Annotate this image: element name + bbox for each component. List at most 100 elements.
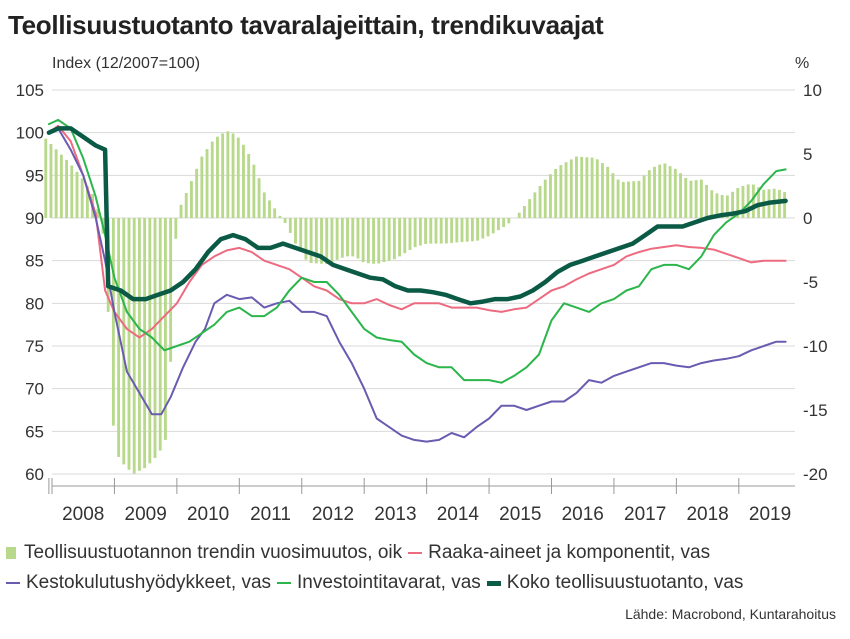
bar xyxy=(450,218,454,243)
bar xyxy=(606,166,610,218)
bar xyxy=(694,180,698,218)
bar xyxy=(699,179,703,218)
bar xyxy=(148,218,152,464)
bar xyxy=(257,178,261,218)
bar xyxy=(455,218,459,243)
bar xyxy=(668,166,672,218)
bar xyxy=(398,218,401,257)
bar xyxy=(543,179,547,218)
bar xyxy=(601,163,604,218)
bar xyxy=(502,218,506,227)
x-tick-label: 2010 xyxy=(187,504,229,525)
right-tick-label: -5 xyxy=(803,273,818,292)
bar xyxy=(283,218,287,223)
bar xyxy=(242,144,245,218)
bar xyxy=(569,159,573,218)
legend-item-bars: Teollisuustuotannon trendin vuosimuutos,… xyxy=(6,542,402,564)
legend: Teollisuustuotannon trendin vuosimuutos,… xyxy=(6,538,846,598)
x-tick-label: 2017 xyxy=(624,504,666,525)
bar xyxy=(65,159,68,218)
bar xyxy=(96,208,100,218)
bar xyxy=(679,173,682,218)
bar xyxy=(372,218,375,264)
bar xyxy=(491,218,495,234)
legend-item-invest: Investointitavarat, vas xyxy=(277,572,481,594)
bar xyxy=(580,156,584,218)
left-tick-label: 95 xyxy=(25,166,44,185)
bar xyxy=(340,218,344,258)
bar xyxy=(335,218,339,260)
bar xyxy=(75,171,79,218)
bar xyxy=(111,218,115,426)
legend-label: Raaka-aineet ja komponentit, vas xyxy=(428,542,711,563)
left-tick-label: 70 xyxy=(25,380,44,399)
bar xyxy=(117,218,121,457)
bar xyxy=(247,154,251,218)
left-tick-label: 90 xyxy=(25,209,44,228)
bar xyxy=(523,206,526,218)
bar xyxy=(252,164,256,218)
bar xyxy=(273,208,277,218)
x-tick-label: 2009 xyxy=(125,504,167,525)
right-tick-label: 0 xyxy=(803,209,812,228)
gridlines xyxy=(52,89,795,475)
left-tick-label: 75 xyxy=(25,337,44,356)
right-tick-label: 5 xyxy=(803,145,812,164)
bar xyxy=(424,218,428,244)
bar xyxy=(533,192,537,218)
bar xyxy=(757,187,761,218)
bar xyxy=(616,179,620,218)
bar xyxy=(653,166,656,218)
bar xyxy=(49,143,53,218)
bar xyxy=(231,133,235,218)
right-tick-label: 10 xyxy=(803,81,822,100)
x-tick-label: 2018 xyxy=(686,504,728,525)
series-line-kesto xyxy=(47,127,787,443)
left-tick-label: 60 xyxy=(25,465,44,484)
right-tick-label: -10 xyxy=(803,337,828,356)
x-tick-label: 2015 xyxy=(499,504,541,525)
bar xyxy=(356,218,360,259)
legend-item-kesto: Kestokulutushyödykkeet, vas xyxy=(6,572,271,594)
x-tick-label: 2008 xyxy=(62,504,104,525)
right-tick-label: -15 xyxy=(803,401,828,420)
x-tick-label: 2013 xyxy=(374,504,416,525)
bar xyxy=(174,218,178,239)
bar xyxy=(595,159,599,218)
bar xyxy=(132,218,136,474)
bar xyxy=(413,218,417,248)
bar xyxy=(429,218,433,244)
legend-item-raaka: Raaka-aineet ja komponentit, vas xyxy=(408,542,710,564)
bar-series xyxy=(44,131,787,474)
bar xyxy=(470,218,474,242)
bar xyxy=(387,218,391,261)
bar xyxy=(158,218,162,451)
bar xyxy=(320,218,323,264)
legend-swatch-invest xyxy=(277,582,292,584)
bar xyxy=(777,189,781,218)
bar xyxy=(585,157,589,218)
bar xyxy=(288,218,292,233)
legend-swatch-raaka xyxy=(408,552,423,554)
bar xyxy=(268,200,271,218)
bar xyxy=(559,165,563,218)
bar xyxy=(304,218,308,260)
bar xyxy=(403,218,407,254)
bar xyxy=(236,137,240,218)
bar xyxy=(392,218,396,260)
bar xyxy=(226,131,230,218)
bar xyxy=(44,138,48,218)
bar xyxy=(637,180,641,218)
legend-swatch-bars xyxy=(6,547,16,559)
bar xyxy=(325,218,329,265)
bar xyxy=(80,178,84,218)
bar xyxy=(439,218,443,244)
bar xyxy=(658,164,662,218)
bar xyxy=(184,193,188,218)
bar xyxy=(216,136,219,218)
bar xyxy=(496,218,500,231)
bar xyxy=(575,156,578,218)
bar xyxy=(262,192,266,218)
left-tick-label: 80 xyxy=(25,294,44,313)
bar xyxy=(751,184,755,218)
